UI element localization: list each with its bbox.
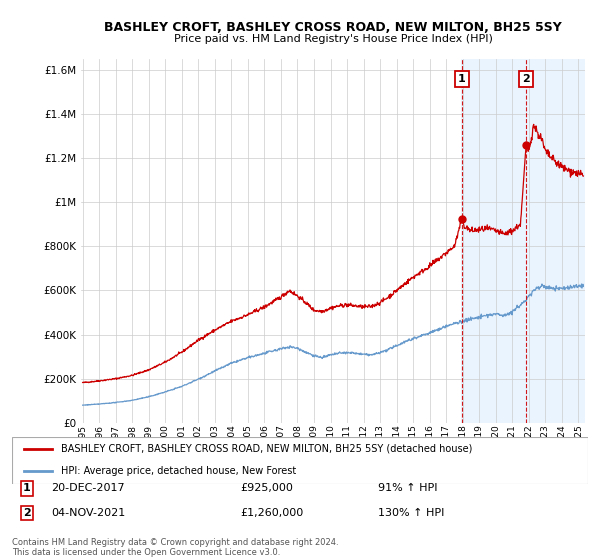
Text: £1,260,000: £1,260,000 [240,508,303,518]
Text: 1: 1 [458,74,466,84]
Text: 20-DEC-2017: 20-DEC-2017 [51,483,125,493]
Text: £925,000: £925,000 [240,483,293,493]
Text: 2: 2 [522,74,530,84]
Text: BASHLEY CROFT, BASHLEY CROSS ROAD, NEW MILTON, BH25 5SY (detached house): BASHLEY CROFT, BASHLEY CROSS ROAD, NEW M… [61,444,472,454]
Text: 1: 1 [23,483,31,493]
Text: 91% ↑ HPI: 91% ↑ HPI [378,483,437,493]
Text: 2: 2 [23,508,31,518]
Text: HPI: Average price, detached house, New Forest: HPI: Average price, detached house, New … [61,466,296,476]
Text: BASHLEY CROFT, BASHLEY CROSS ROAD, NEW MILTON, BH25 5SY: BASHLEY CROFT, BASHLEY CROSS ROAD, NEW M… [104,21,562,34]
Text: Price paid vs. HM Land Registry's House Price Index (HPI): Price paid vs. HM Land Registry's House … [173,34,493,44]
Text: Contains HM Land Registry data © Crown copyright and database right 2024.
This d: Contains HM Land Registry data © Crown c… [12,538,338,557]
Text: 04-NOV-2021: 04-NOV-2021 [51,508,125,518]
Bar [461,59,585,423]
Text: 130% ↑ HPI: 130% ↑ HPI [378,508,445,518]
